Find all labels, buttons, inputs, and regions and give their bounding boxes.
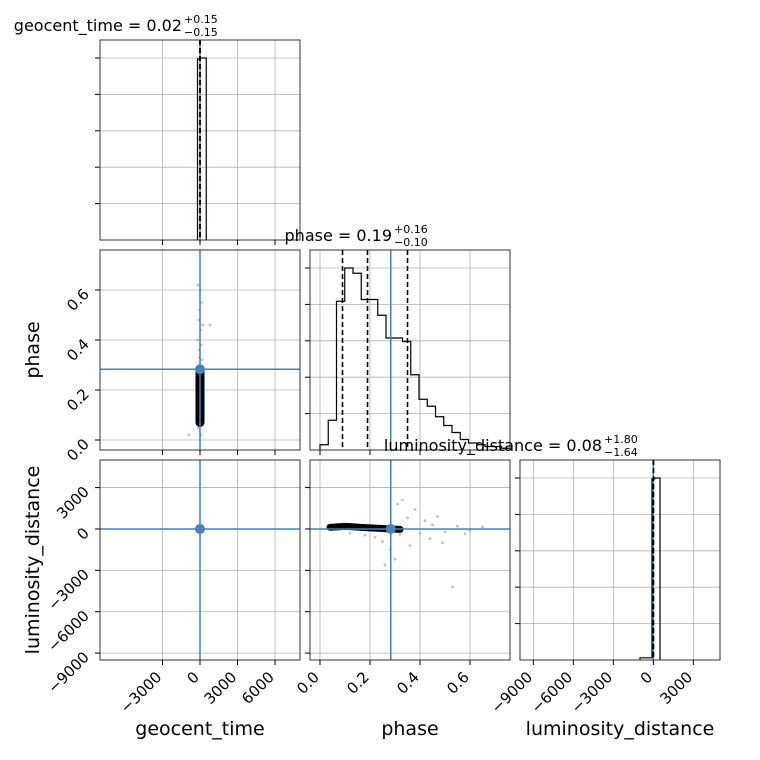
scatter-point <box>463 532 467 536</box>
scatter-point <box>348 531 352 535</box>
truth-marker <box>195 364 205 375</box>
hist-panel-luminosity_distance: −9000−6000−3000 0 3000 luminosity_distance … <box>384 433 721 717</box>
scatter-point <box>201 323 204 327</box>
title-sub: −0.10 <box>394 236 428 249</box>
hist-step-phase <box>319 267 511 450</box>
hist-panel-phase: phase = 0.19 +0.16−0.10 <box>285 223 511 455</box>
hist-bin <box>394 338 402 450</box>
y-tick-label: 3000 <box>53 483 93 523</box>
x-axis-label-luminosity-distance: luminosity_distance <box>526 718 715 740</box>
scatter-point <box>428 537 432 541</box>
y-tick-label: 0.6 <box>63 285 93 315</box>
x-tick-label: −3000 <box>568 668 617 717</box>
scatter-point <box>396 502 399 506</box>
scatter-point <box>187 433 191 437</box>
title-sub: −1.64 <box>604 446 638 459</box>
hist-bin <box>353 273 361 450</box>
hist-bin <box>655 478 660 660</box>
y-axis-label-luminosity-distance: luminosity_distance <box>22 466 44 655</box>
hist-panel-geocent_time: geocent_time = 0.02 +0.15−0.15 <box>14 13 301 245</box>
x-tick-label: 3000 <box>201 668 241 708</box>
hist-bin <box>403 342 411 451</box>
scatter-panel-geocent_time_vs_phase: 0.0 0.2 0.4 0.6 <box>63 249 301 465</box>
scatter-point <box>451 585 454 589</box>
hist-bin <box>370 300 378 451</box>
x-tick-label: 3000 <box>656 668 696 708</box>
y-tick-label: −3000 <box>44 565 93 614</box>
scatter-point <box>481 525 484 529</box>
hist-bin <box>328 420 336 450</box>
y-tick-label: −6000 <box>44 607 93 656</box>
panel-title-luminosity_distance: luminosity_distance = 0.08 +1.80−1.64 <box>384 433 638 459</box>
x-axis-label-geocent-time: geocent_time <box>135 718 264 740</box>
title-sup: +0.16 <box>394 223 428 236</box>
scatter-point <box>401 498 404 502</box>
scatter-point <box>431 523 434 527</box>
scatter-point <box>418 531 422 535</box>
x-tick-label: 0 <box>637 668 656 687</box>
x-tick-label: 0.4 <box>393 668 423 698</box>
scatter-frame <box>309 459 511 661</box>
hist-frame <box>519 459 721 661</box>
scatter-point <box>381 539 384 543</box>
y-tick-label: 0 <box>73 524 92 543</box>
y-tick-label: 0.0 <box>63 435 93 465</box>
scatter-point <box>373 535 377 539</box>
scatter-point <box>413 508 417 512</box>
scatter-point <box>436 515 439 518</box>
scatter-point <box>200 358 204 362</box>
scatter-point <box>196 338 199 342</box>
panel-title-geocent_time: geocent_time = 0.02 +0.15−0.15 <box>14 13 218 39</box>
scatter-point <box>398 533 402 536</box>
x-tick-label: −3000 <box>117 668 166 717</box>
scatter-point <box>208 323 212 327</box>
scatter-point <box>423 519 427 523</box>
title-sup: +0.15 <box>184 13 218 26</box>
title-text: luminosity_distance = 0.08 <box>384 436 602 456</box>
title-sub: −0.15 <box>184 26 218 39</box>
hist-bin <box>320 445 328 450</box>
scatter-point <box>196 283 200 287</box>
scatter-point <box>383 563 387 567</box>
x-tick-label: −9000 <box>488 668 537 717</box>
x-tick-label: 0.2 <box>343 668 373 698</box>
x-axis-label-phase: phase <box>381 718 438 740</box>
hist-bin <box>337 301 345 450</box>
x-tick-label: 0.0 <box>293 668 323 698</box>
panel-title-phase: phase = 0.19 +0.16−0.10 <box>285 223 428 249</box>
scatter-point <box>363 533 367 537</box>
title-text: geocent_time = 0.02 <box>14 16 182 36</box>
x-tick-label: 0 <box>183 668 202 687</box>
scatter-panel-phase_vs_luminosity_distance: 0.0 0.2 0.4 0.6 <box>293 459 511 698</box>
scatter-point <box>443 530 447 534</box>
y-tick-label: 0.4 <box>63 335 93 365</box>
scatter-point <box>393 557 397 561</box>
y-tick-label: 0.2 <box>63 385 93 415</box>
title-text: phase = 0.19 <box>285 226 392 245</box>
hist-bin <box>345 268 353 450</box>
x-tick-label: 6000 <box>238 668 278 708</box>
y-axis-label-phase: phase <box>22 321 44 378</box>
x-tick-label: 0.6 <box>443 668 473 698</box>
x-tick-label: −6000 <box>528 668 577 717</box>
truth-marker <box>195 523 205 534</box>
truth-marker <box>385 523 396 534</box>
hist-frame <box>309 249 511 451</box>
scatter-point <box>456 524 459 528</box>
scatter-point <box>441 541 444 545</box>
scatter-point <box>406 516 409 520</box>
hist-bin <box>200 58 206 240</box>
y-tick-label: −9000 <box>44 648 93 697</box>
scatter-point <box>408 544 412 547</box>
hist-bin <box>378 315 386 450</box>
scatter-point <box>200 301 203 304</box>
title-sup: +1.80 <box>604 433 638 446</box>
